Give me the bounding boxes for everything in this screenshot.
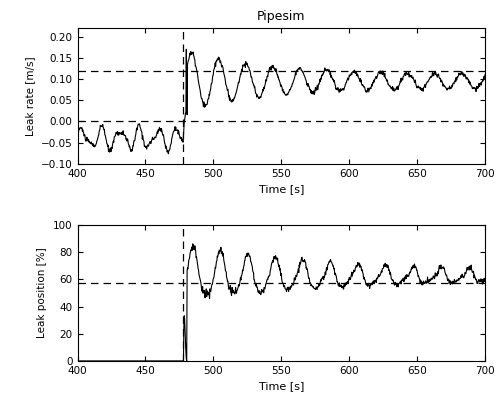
Y-axis label: Leak rate [m/s]: Leak rate [m/s] xyxy=(26,56,36,136)
Y-axis label: Leak position [%]: Leak position [%] xyxy=(38,247,48,338)
X-axis label: Time [s]: Time [s] xyxy=(258,184,304,194)
Title: Pipesim: Pipesim xyxy=(257,10,306,23)
X-axis label: Time [s]: Time [s] xyxy=(258,381,304,391)
